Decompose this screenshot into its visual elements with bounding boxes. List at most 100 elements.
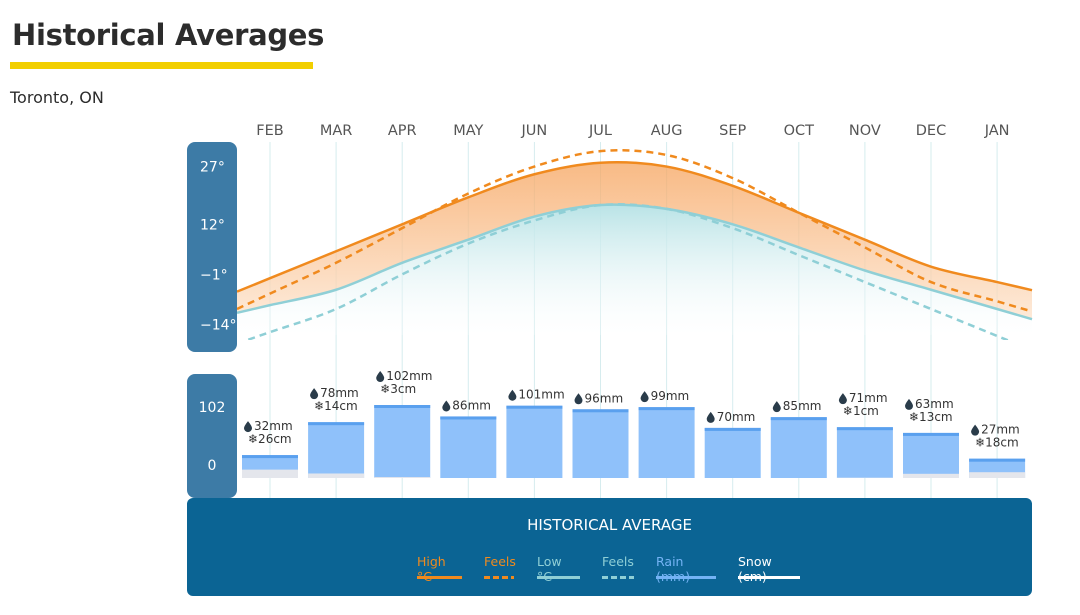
rain-label-apr: 102mm	[376, 369, 432, 383]
snow-label-dec: ❄13cm	[909, 410, 953, 424]
legend-item-2: Low °C	[537, 554, 580, 584]
month-label-dec: DEC	[916, 123, 946, 139]
rain-value: 70mm	[717, 410, 756, 424]
rain-bar-top-mar	[308, 422, 365, 426]
rain-value: 32mm	[254, 419, 293, 433]
temp-tick-label: 27°	[200, 160, 225, 176]
snow-bar-mar	[308, 473, 365, 478]
snow-label-apr: ❄3cm	[380, 382, 416, 396]
legend-label: Feels	[602, 554, 634, 569]
rain-label-jul: 96mm	[574, 391, 624, 405]
legend-swatch	[602, 576, 634, 579]
rain-bar-may	[440, 416, 497, 478]
legend-label: Snow (cm)	[738, 554, 772, 584]
raindrop-icon	[706, 411, 715, 423]
legend-item-0: High °C	[417, 554, 462, 584]
rain-value: 96mm	[585, 391, 624, 405]
month-label-oct: OCT	[784, 123, 815, 139]
raindrop-icon	[772, 401, 781, 413]
snow-bar-apr	[374, 477, 431, 478]
rain-value: 101mm	[518, 388, 564, 402]
snow-bar-dec	[903, 473, 959, 478]
raindrop-icon	[640, 391, 649, 403]
temp-axis-panel	[187, 142, 237, 352]
rain-value: 99mm	[651, 389, 690, 403]
legend-label: Low °C	[537, 554, 562, 584]
snow-label-nov: ❄1cm	[843, 404, 879, 418]
rain-label-may: 86mm	[442, 398, 491, 412]
rain-bar-top-apr	[374, 405, 431, 408]
rain-bar-top-jan	[969, 458, 1026, 462]
raindrop-icon	[376, 371, 385, 382]
low-temp-line	[236, 203, 1033, 321]
legend-label: High °C	[417, 554, 446, 584]
rain-bar-top-sep	[704, 427, 761, 431]
month-label-jan: JAN	[984, 123, 1010, 139]
rain-bar-sep	[704, 427, 761, 478]
month-label-nov: NOV	[849, 123, 881, 139]
rain-bar-dec	[903, 432, 959, 478]
month-label-jun: JUN	[521, 123, 548, 139]
snow-label-jan: ❄18cm	[975, 436, 1019, 450]
month-label-sep: SEP	[719, 123, 746, 139]
month-label-may: MAY	[453, 123, 483, 139]
rain-label-nov: 71mm	[838, 391, 888, 405]
legend-swatch	[484, 576, 514, 579]
high-low-band	[237, 162, 1032, 320]
rain-label-oct: 85mm	[772, 399, 821, 413]
legend-item-1: Feels	[484, 554, 516, 579]
rain-bar-oct	[770, 417, 827, 478]
rain-bar-top-dec	[903, 432, 959, 436]
rain-bar-aug	[638, 407, 695, 478]
rain-bar-mar	[308, 422, 365, 478]
axis-panels: 27° 12° −1° −14° 102 0	[187, 142, 237, 498]
rain-label-jan: 27mm	[971, 423, 1020, 437]
precip-background	[237, 340, 1032, 498]
month-label-feb: FEB	[256, 123, 283, 139]
rain-bar-top-aug	[638, 407, 695, 411]
rain-bar-nov	[836, 427, 893, 478]
raindrop-icon	[905, 398, 913, 410]
rain-value: 71mm	[849, 391, 888, 405]
precip-axis-panel	[187, 374, 237, 498]
legend-item-3: Feels	[602, 554, 634, 579]
rain-bar-jul	[572, 409, 629, 478]
rain-bar-apr	[374, 405, 431, 478]
high-temp-line	[236, 160, 1033, 293]
snow-label-feb: ❄26cm	[248, 432, 292, 446]
legend-swatch	[537, 576, 580, 579]
legend-label: Feels	[484, 554, 516, 569]
rain-value: 86mm	[452, 398, 491, 412]
legend: High °C Feels Low °C Feels Rain (mm) Snow (cm…	[187, 554, 1032, 584]
rain-label-mar: 78mm	[310, 386, 359, 400]
rain-label-aug: 99mm	[640, 389, 690, 403]
raindrop-icon	[574, 393, 583, 405]
snow-bar-feb	[242, 469, 298, 478]
rain-value: 102mm	[386, 369, 432, 383]
precip-tick-label: 0	[208, 458, 217, 474]
rain-value: 78mm	[320, 386, 359, 400]
footer-title: HISTORICAL AVERAGE	[527, 516, 692, 534]
rain-bar-jun	[506, 405, 563, 478]
temp-tick-label: 12°	[200, 217, 225, 233]
month-label-jul: JUL	[588, 123, 612, 139]
month-labels: FEB MAR APR MAY JUN JUL AUG SEP OCT NOV DEC JAN	[256, 123, 1009, 139]
legend-label: Rain (mm)	[656, 554, 690, 584]
raindrop-icon	[442, 400, 451, 412]
raindrop-icon	[838, 393, 847, 405]
legend-item-5: Snow (cm)	[738, 554, 800, 584]
legend-swatch	[417, 576, 462, 579]
footer-panel	[187, 498, 1032, 596]
rain-label-sep: 70mm	[706, 410, 756, 424]
legend-item-4: Rain (mm)	[656, 554, 716, 584]
rain-bar-top-oct	[770, 417, 827, 421]
rain-bar-top-feb	[242, 455, 298, 459]
month-label-apr: APR	[388, 123, 417, 139]
raindrop-icon	[508, 389, 517, 401]
temperature-area	[236, 149, 1033, 352]
snow-label-mar: ❄14cm	[314, 399, 358, 413]
rain-label-jun: 101mm	[508, 388, 565, 402]
rain-bar-top-may	[440, 416, 497, 420]
temp-tick-label: −1°	[200, 267, 228, 283]
